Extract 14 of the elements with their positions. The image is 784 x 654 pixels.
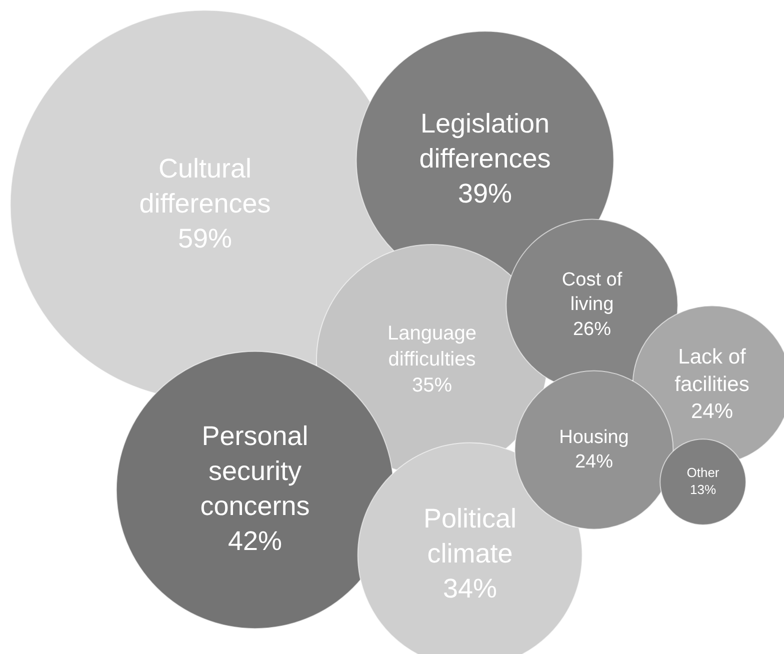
category-label: Other xyxy=(686,465,720,480)
category-label: Cost of living xyxy=(562,270,623,316)
data-label: 13% xyxy=(690,482,716,498)
category-label: Legislation differences xyxy=(419,108,551,174)
data-label: 39% xyxy=(458,178,512,209)
category-label: Language difficulties xyxy=(388,322,476,371)
data-label: 35% xyxy=(412,374,452,397)
data-label: 42% xyxy=(228,526,282,556)
data-label: 24% xyxy=(574,452,614,473)
category-label: Personal security concerns xyxy=(200,420,310,522)
data-label: 26% xyxy=(572,318,612,340)
category-label: Lack of facilities xyxy=(674,345,750,396)
category-label: Housing xyxy=(559,426,629,448)
data-label: 24% xyxy=(690,400,734,424)
